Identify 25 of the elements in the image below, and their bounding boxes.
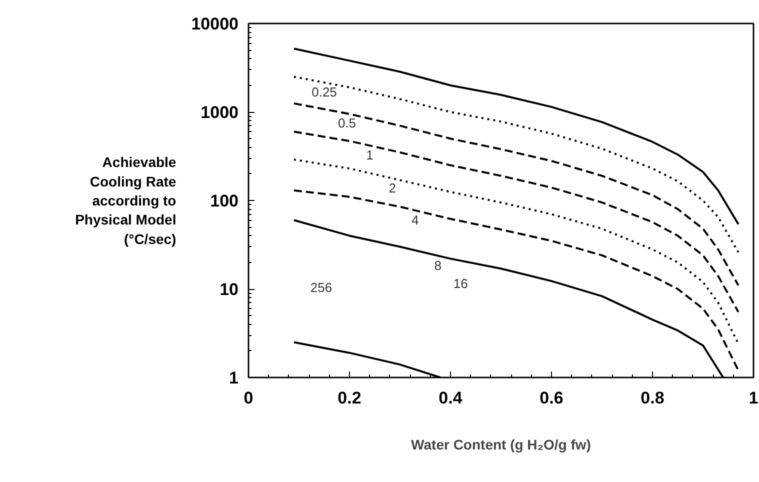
line-series xyxy=(292,48,740,226)
x-tick-label: 1 xyxy=(748,388,758,408)
annotation: 0.5 xyxy=(338,116,356,131)
y-axis-title: Achievable Cooling Rate according to Physical Model (°C/sec) xyxy=(75,154,176,247)
annotation: 0.25 xyxy=(312,84,337,100)
x-tick-label: 0 xyxy=(244,388,254,408)
y-tick-label: 1000 xyxy=(200,103,239,122)
y-tick-label: 10 xyxy=(220,280,239,299)
y-tick-label: 100 xyxy=(210,192,239,210)
line-series xyxy=(292,158,740,345)
x-tick-label: 0.6 xyxy=(540,388,564,408)
x-tick-label: 0.8 xyxy=(640,388,664,408)
annotation: 4 xyxy=(412,212,419,228)
x-axis-title: Water Content (g H₂O/g fw) xyxy=(411,436,591,452)
y-tick-label: 1 xyxy=(229,368,239,388)
annotation: 2 xyxy=(388,180,396,196)
annotation: 256 xyxy=(310,280,332,296)
x-tick-label: 0.2 xyxy=(338,388,362,408)
line-series xyxy=(292,130,740,313)
x-tick-label: 0.4 xyxy=(438,388,463,408)
y-tick-label: 10000 xyxy=(191,14,239,34)
annotation: 1 xyxy=(366,148,374,163)
annotation: 8 xyxy=(434,258,442,273)
annotation: 16 xyxy=(453,276,468,292)
line-series xyxy=(292,76,740,254)
